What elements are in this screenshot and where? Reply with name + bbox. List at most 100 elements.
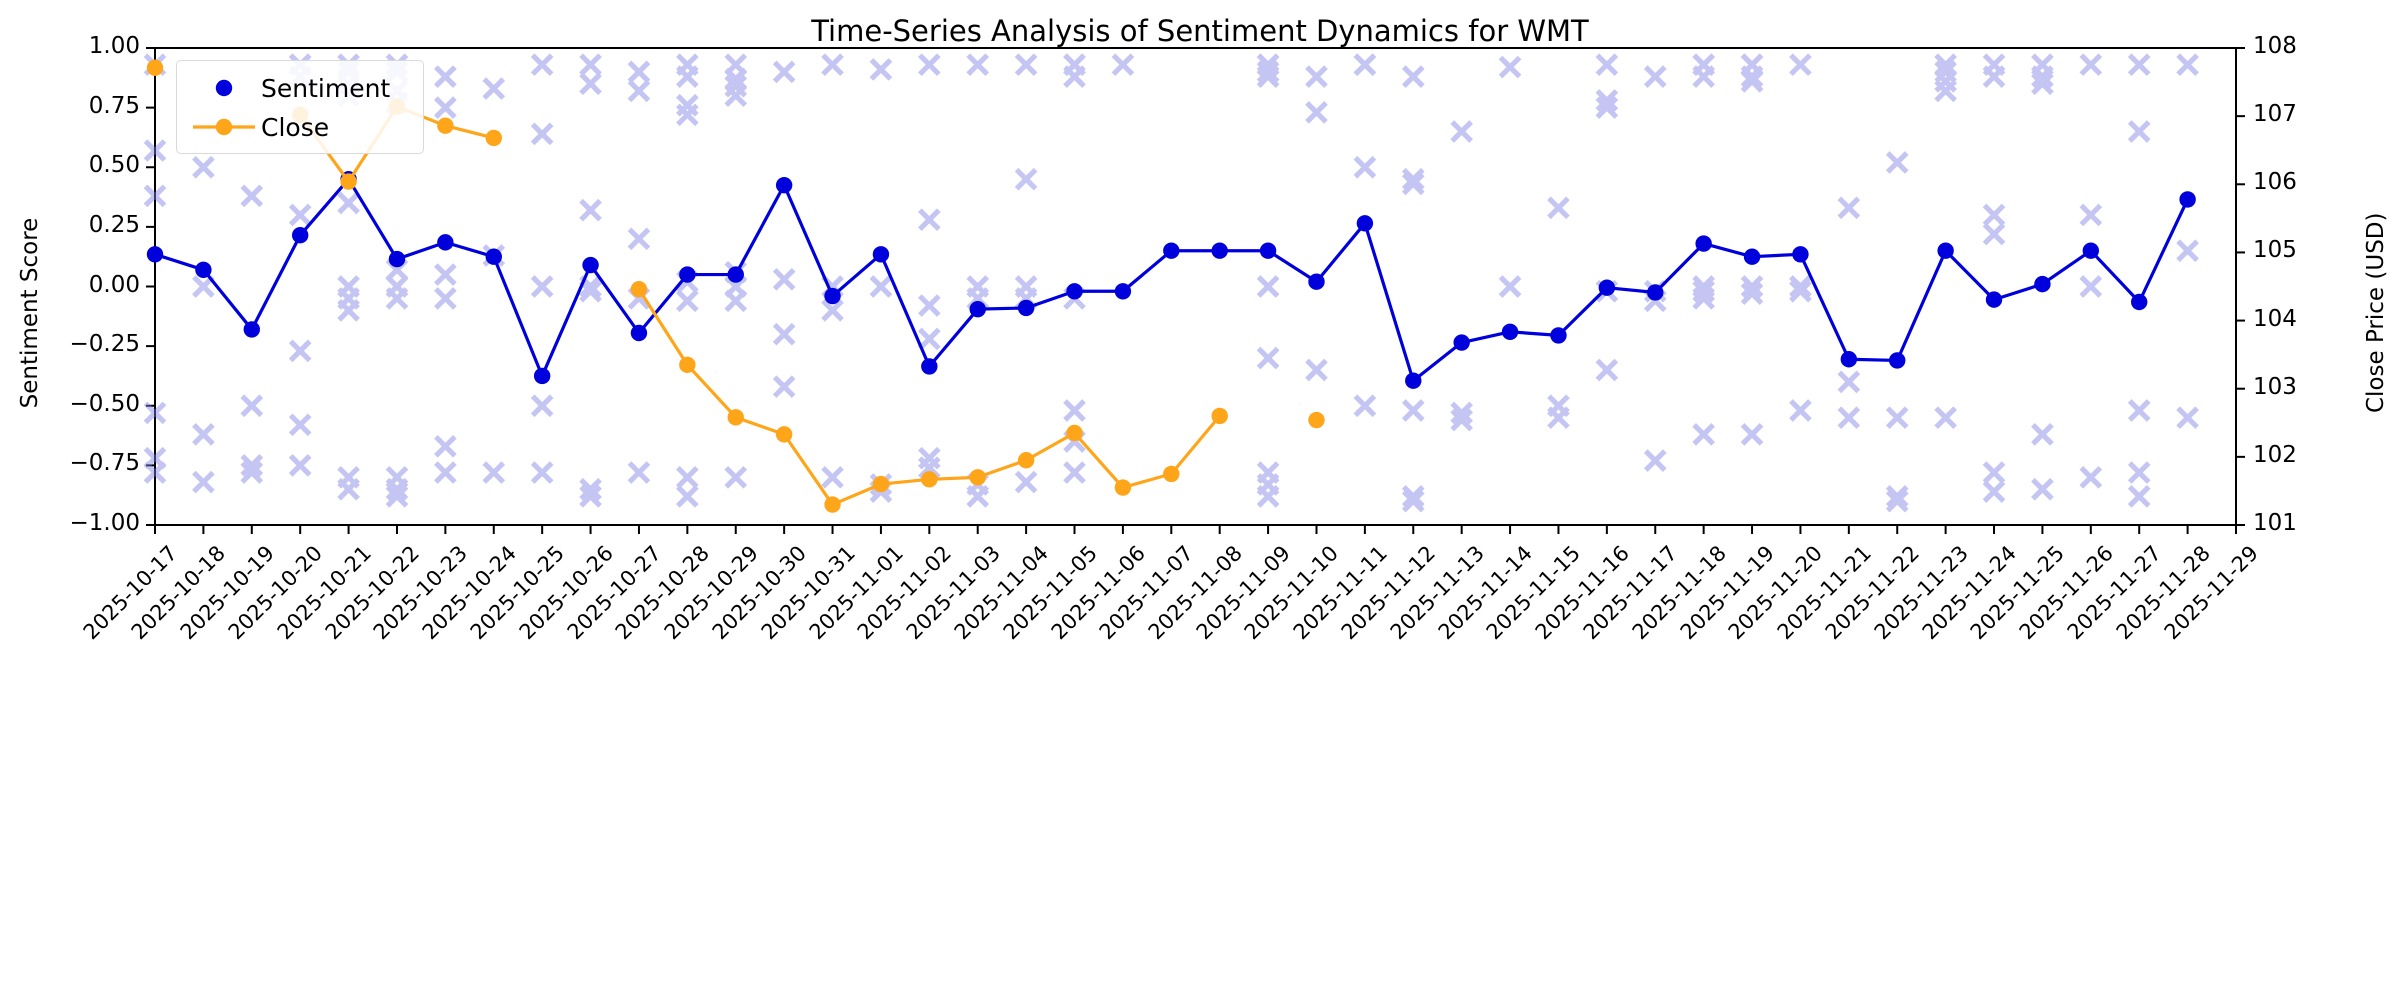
- scatter-point-x-marker: [1256, 60, 1280, 84]
- series-marker: [1308, 273, 1325, 290]
- legend-label: Sentiment: [261, 73, 391, 103]
- scatter-point-x-marker: [627, 227, 651, 251]
- scatter-point-x-marker: [1837, 196, 1861, 220]
- scatter-point-x-marker: [627, 79, 651, 103]
- series-marker: [921, 471, 938, 488]
- scatter-point-x-marker: [1401, 65, 1425, 88]
- series-close: [146, 59, 1325, 513]
- scatter-point-x-marker: [917, 446, 941, 470]
- scatter-point-x-marker: [1450, 120, 1474, 143]
- series-marker: [485, 248, 502, 265]
- series-marker: [824, 287, 841, 305]
- axes-spines: [154, 47, 2237, 526]
- scatter-point-x-marker: [1740, 70, 1764, 93]
- legend-dot: [215, 79, 233, 97]
- scatter-point-x-marker: [1256, 53, 1280, 77]
- series-marker: [872, 475, 890, 493]
- scatter-point-x-marker: [579, 53, 602, 77]
- scatter-point-x-marker: [579, 198, 602, 222]
- scatter-point-x-marker: [1885, 406, 1909, 430]
- scatter-point-x-marker: [1595, 89, 1619, 112]
- series-marker: [2034, 275, 2051, 293]
- y-tick-label-right: 104: [2253, 305, 2297, 332]
- scatter-point-x-marker: [1740, 53, 1764, 77]
- series-marker: [1066, 283, 1083, 300]
- series-marker: [1211, 407, 1228, 425]
- scatter-point-x-marker: [966, 53, 990, 77]
- scatter-point-x-marker: [434, 287, 457, 310]
- scatter-point-x-marker: [1789, 275, 1812, 298]
- scatter-point-x-marker: [1353, 53, 1377, 77]
- legend-item-close[interactable]: Close: [187, 110, 329, 144]
- scatter-point-x-marker: [579, 477, 602, 501]
- scatter-point-x-marker: [1934, 53, 1957, 77]
- scatter-point-x-marker: [2031, 53, 2054, 77]
- series-marker: [388, 250, 406, 268]
- series-marker: [1550, 327, 1567, 344]
- scatter-point-x-marker: [676, 53, 699, 77]
- legend-marker-close-icon: [187, 110, 261, 144]
- scatter-point-x-marker: [724, 275, 748, 298]
- y-tick-label-left: −1.00: [69, 510, 140, 536]
- scatter-point-x-marker: [676, 65, 699, 88]
- scatter-point-x-marker: [385, 485, 409, 508]
- scatter-point-x-marker: [579, 72, 602, 96]
- y-tick-label-left: 0.50: [88, 152, 140, 179]
- scatter-point-x-marker: [1934, 406, 1957, 430]
- scatter-point-x-marker: [579, 279, 602, 303]
- series-marker: [1598, 279, 1616, 296]
- scatter-point-x-marker: [337, 477, 360, 501]
- scatter-point-x-marker: [434, 65, 457, 88]
- series-marker: [1937, 242, 1954, 259]
- scatter-point-x-marker: [1353, 155, 1377, 179]
- scatter-point-x-marker: [1401, 485, 1425, 508]
- series-marker: [1114, 479, 1132, 496]
- scatter-point-x-marker: [143, 461, 167, 484]
- legend-item-sentiment[interactable]: Sentiment: [187, 71, 390, 105]
- series-marker: [1405, 372, 1422, 389]
- scatter-point-x-marker: [1256, 275, 1280, 298]
- scatter-point-x-marker: [1256, 485, 1280, 508]
- scatter-point-x-marker: [143, 139, 167, 162]
- series-marker: [1840, 351, 1858, 368]
- scatter-point-x-marker: [1837, 406, 1861, 430]
- scatter-point-x-marker: [240, 184, 264, 208]
- scatter-point-x-marker: [1063, 53, 1086, 77]
- scatter-point-x-marker: [1401, 172, 1425, 196]
- scatter-point-x-marker: [1692, 279, 1715, 303]
- series-marker: [679, 266, 696, 283]
- scatter-point-x-marker: [966, 485, 990, 508]
- scatter-point-x-marker: [627, 461, 651, 484]
- scatter-point-x-marker: [2176, 53, 2199, 77]
- series-marker: [1017, 452, 1035, 469]
- scatter-point-x-marker: [337, 287, 360, 310]
- scatter-point-x-marker: [1450, 408, 1474, 432]
- scatter-point-x-marker: [2176, 406, 2199, 430]
- scatter-point-x-marker: [1014, 275, 1038, 298]
- scatter-point-x-marker: [1547, 196, 1570, 220]
- scatter-point-x-marker: [772, 375, 796, 399]
- scatter-point-x-marker: [288, 413, 312, 437]
- series-marker: [1743, 248, 1761, 265]
- series-marker: [775, 176, 793, 194]
- series-marker: [969, 469, 986, 486]
- legend-dot: [215, 118, 233, 136]
- scatter-point-x-marker: [1885, 485, 1909, 508]
- scatter-point-x-marker: [240, 394, 264, 418]
- scatter-point-x-marker: [337, 465, 360, 489]
- scatter-point-x-marker: [724, 289, 748, 313]
- scatter-point-x-marker: [1256, 461, 1280, 484]
- scatter-point-x-marker: [1595, 358, 1619, 382]
- chart-legend[interactable]: Sentiment Close: [176, 60, 424, 154]
- scatter-point-x-marker: [434, 263, 457, 286]
- series-marker: [775, 426, 793, 443]
- scatter-point-x-marker: [724, 74, 748, 98]
- scatter-point-x-marker: [1256, 473, 1280, 496]
- series-marker: [485, 129, 502, 147]
- scatter-point-x-marker: [482, 77, 506, 100]
- scatter-point-x-marker: [1595, 53, 1619, 77]
- scatter-point-x-marker: [1498, 55, 1522, 79]
- scatter-point-x-marker: [1014, 470, 1038, 494]
